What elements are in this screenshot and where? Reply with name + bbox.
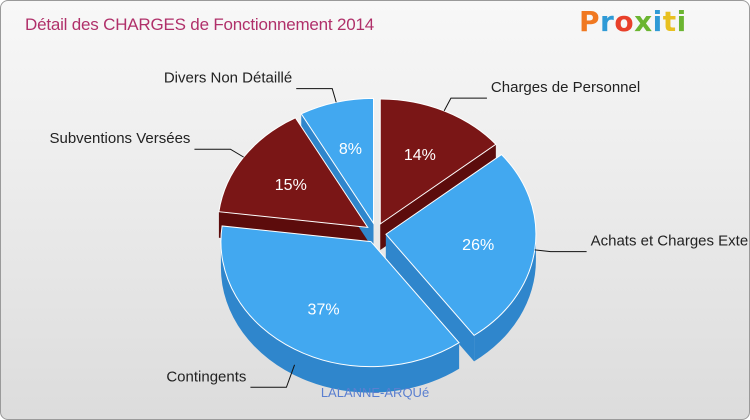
logo-letter: i bbox=[676, 5, 687, 38]
chart-title: Détail des CHARGES de Fonctionnement 201… bbox=[25, 15, 374, 34]
logo-letter: x bbox=[634, 5, 653, 38]
slice-label: Contingents bbox=[166, 368, 246, 385]
logo-letter: r bbox=[600, 5, 615, 38]
slice-percent-label: 26% bbox=[462, 237, 494, 254]
pie-slice bbox=[379, 98, 497, 225]
proxiti-logo: Proxiti bbox=[579, 5, 687, 38]
pie-slice bbox=[300, 97, 375, 225]
callout-leader-line bbox=[443, 97, 487, 112]
logo-letter: i bbox=[652, 5, 663, 38]
chart-subtitle: LALANNE-ARQUé bbox=[320, 385, 430, 400]
logo-letter: o bbox=[614, 5, 635, 38]
pie-slice bbox=[220, 225, 460, 368]
slice-label: Subventions Versées bbox=[49, 130, 190, 147]
callout-leader-line bbox=[194, 148, 244, 158]
callout-leader-line bbox=[296, 88, 337, 103]
slice-label: Achats et Charges Externes bbox=[591, 233, 750, 250]
slice-callouts: Charges de Personnel Achats et Charges Ex… bbox=[49, 70, 750, 388]
slice-percent-label: 8% bbox=[339, 141, 362, 158]
slice-percent-label: 14% bbox=[404, 147, 436, 164]
slice-percent-label: 15% bbox=[275, 177, 307, 194]
pie-slice bbox=[385, 153, 537, 337]
pie-slice-wall bbox=[385, 234, 475, 362]
pie-slice-side bbox=[474, 234, 536, 362]
logo-letter: t bbox=[662, 5, 677, 38]
pie-slice bbox=[218, 117, 369, 228]
slice-percent-label: 37% bbox=[308, 301, 340, 318]
callout-leader-line bbox=[250, 364, 296, 388]
pie-tops: 14% 26% 37% 15% 8% bbox=[218, 97, 537, 368]
callout-leader-line bbox=[534, 249, 587, 253]
slice-label: Divers Non Détaillé bbox=[164, 70, 292, 87]
slice-label: Charges de Personnel bbox=[491, 79, 640, 96]
pie-slice-side bbox=[220, 241, 460, 393]
logo-letter: P bbox=[579, 5, 601, 38]
